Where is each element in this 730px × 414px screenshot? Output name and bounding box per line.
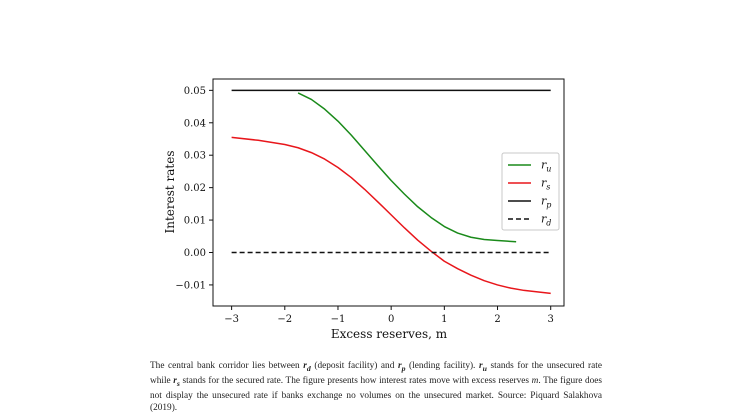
y-tick-label: 0.00 [184, 248, 206, 259]
figure-caption: The central bank corridor lies between r… [150, 360, 602, 414]
y-axis-label: Interest rates [163, 151, 177, 234]
legend-label-r-d: rd [541, 213, 551, 228]
caption-text-6: . The figure does not display the unsecu… [150, 375, 602, 413]
x-tick-label: 1 [441, 314, 447, 325]
y-tick-label: 0.04 [184, 118, 206, 129]
legend-label-r-s: rs [541, 177, 550, 192]
interest-rate-chart: −3 −2 −1 0 1 2 3 −0.01 0.00 0.01 0.02 0.03 0.04 0.05… [163, 78, 565, 341]
y-tick-label: 0.03 [184, 151, 206, 162]
caption-ru: ru [478, 361, 487, 373]
x-tick-label: 3 [548, 314, 554, 325]
series-group [231, 89, 551, 295]
plot-frame [212, 78, 565, 307]
series-line-r-u [297, 92, 517, 243]
caption-m: m [531, 375, 539, 386]
legend-label-r-u: ru [541, 159, 551, 174]
caption-text-4: stands for the unsecured rate while [150, 361, 602, 386]
legend-items: ru rs rp rd [508, 159, 551, 228]
x-tick-label: −3 [224, 314, 239, 325]
x-tick-label: −2 [277, 314, 292, 325]
y-tick-label: 0.05 [184, 86, 206, 97]
caption-text-5: stands for the secured rate. The figure … [179, 375, 532, 386]
x-axis-label: Excess reserves, m [331, 327, 448, 341]
caption-text-1: The central bank corridor lies between [150, 361, 304, 371]
y-tick-label: 0.01 [184, 216, 206, 227]
caption-rd: rd [303, 361, 311, 373]
legend-label-r-p: rp [541, 195, 551, 210]
x-axis-label-text: Excess reserves, m [331, 327, 448, 341]
y-tick-label: 0.02 [184, 183, 206, 194]
legend: ru rs rp rd [501, 152, 560, 231]
caption-text-2: (deposit facility) and [310, 361, 398, 371]
legend-box [501, 152, 560, 231]
y-axis: −0.01 0.00 0.01 0.02 0.03 0.04 0.05 [175, 86, 213, 291]
caption-rs: rs [173, 375, 180, 388]
y-tick-label: −0.01 [175, 280, 206, 291]
x-tick-label: 0 [388, 314, 394, 325]
caption-text-3: (lending facility). [405, 361, 479, 371]
x-tick-label: 2 [494, 314, 500, 325]
series-line-r-s [231, 136, 551, 295]
caption-rp: rp [397, 361, 406, 373]
x-axis: −3 −2 −1 0 1 2 3 [224, 306, 554, 325]
x-tick-label: −1 [331, 314, 346, 325]
